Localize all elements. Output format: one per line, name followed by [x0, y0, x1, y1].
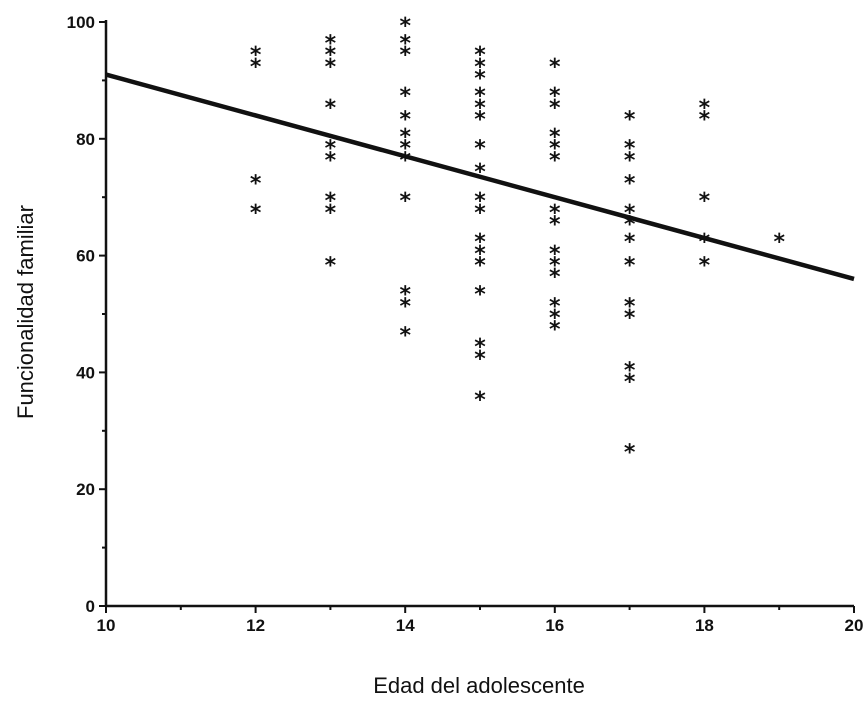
data-point: * — [624, 306, 636, 331]
data-point: * — [624, 253, 636, 278]
data-point: * — [325, 148, 337, 173]
data-point: * — [474, 347, 486, 372]
data-point: * — [549, 242, 561, 267]
data-point: * — [474, 137, 486, 162]
y-axis-ticks: 0 20 40 60 80 100 — [67, 13, 106, 616]
data-point: * — [325, 43, 337, 68]
data-point: * — [549, 55, 561, 80]
data-point: * — [474, 253, 486, 278]
x-axis-ticks: 10 12 14 16 18 20 — [97, 606, 864, 635]
y-axis-title: Funcionalidad familiar — [13, 205, 38, 419]
data-point: * — [399, 294, 411, 319]
data-point: * — [474, 230, 486, 255]
data-point: * — [624, 172, 636, 197]
data-point: * — [699, 253, 711, 278]
data-point: * — [399, 32, 411, 57]
data-point: * — [699, 189, 711, 214]
trendline — [105, 72, 855, 282]
data-point: * — [474, 189, 486, 214]
x-tick-label: 10 — [97, 616, 116, 635]
data-point: * — [474, 107, 486, 132]
trendline-group — [105, 72, 855, 282]
data-point: * — [474, 335, 486, 360]
data-point: * — [325, 96, 337, 121]
data-point: * — [325, 55, 337, 80]
y-tick-label: 60 — [76, 247, 95, 266]
data-point: * — [624, 370, 636, 395]
data-point: * — [624, 148, 636, 173]
data-point: * — [699, 107, 711, 132]
data-point: * — [325, 201, 337, 226]
data-point: * — [549, 306, 561, 331]
data-point: * — [549, 137, 561, 162]
data-point: * — [549, 294, 561, 319]
data-point: * — [399, 283, 411, 308]
data-point: * — [549, 265, 561, 290]
x-tick-label: 18 — [695, 616, 714, 635]
data-point: * — [474, 55, 486, 80]
data-point: * — [474, 160, 486, 185]
data-point: * — [549, 201, 561, 226]
data-point: * — [399, 14, 411, 39]
data-point: * — [549, 253, 561, 278]
data-point: * — [399, 125, 411, 150]
data-point: * — [250, 43, 262, 68]
data-point: * — [399, 324, 411, 349]
data-point: * — [325, 189, 337, 214]
data-point: * — [624, 137, 636, 162]
y-tick-label: 100 — [67, 13, 95, 32]
data-point: * — [549, 84, 561, 109]
data-point: * — [399, 84, 411, 109]
y-tick-label: 20 — [76, 480, 95, 499]
data-point: * — [399, 43, 411, 68]
data-point: * — [549, 148, 561, 173]
y-tick-label: 0 — [86, 597, 95, 616]
data-point: * — [474, 242, 486, 267]
data-point: * — [699, 96, 711, 121]
data-point: * — [474, 43, 486, 68]
x-tick-label: 12 — [246, 616, 265, 635]
data-point: * — [549, 96, 561, 121]
x-axis-title: Edad del adolescente — [373, 673, 585, 698]
data-point: * — [474, 84, 486, 109]
data-point: * — [399, 148, 411, 173]
data-point: * — [325, 137, 337, 162]
data-point: * — [250, 201, 262, 226]
data-point: * — [624, 107, 636, 132]
x-tick-label: 14 — [396, 616, 415, 635]
data-point: * — [549, 213, 561, 238]
x-tick-label: 20 — [845, 616, 864, 635]
data-point: * — [773, 230, 785, 255]
data-point: * — [549, 318, 561, 343]
x-tick-label: 16 — [545, 616, 564, 635]
data-point: * — [325, 32, 337, 57]
y-tick-label: 80 — [76, 130, 95, 149]
data-point: * — [624, 230, 636, 255]
y-tick-label: 40 — [76, 363, 95, 382]
data-point: * — [624, 440, 636, 465]
data-point: * — [474, 388, 486, 413]
data-point: * — [474, 201, 486, 226]
data-point: * — [399, 189, 411, 214]
data-point: * — [699, 230, 711, 255]
data-point: * — [624, 359, 636, 384]
data-point: * — [474, 67, 486, 92]
data-point: * — [250, 172, 262, 197]
data-point: * — [549, 125, 561, 150]
data-points: ****************************************… — [250, 14, 786, 465]
data-point: * — [624, 294, 636, 319]
data-point: * — [399, 107, 411, 132]
data-point: * — [474, 96, 486, 121]
data-point: * — [474, 283, 486, 308]
data-point: * — [325, 253, 337, 278]
data-point: * — [250, 55, 262, 80]
